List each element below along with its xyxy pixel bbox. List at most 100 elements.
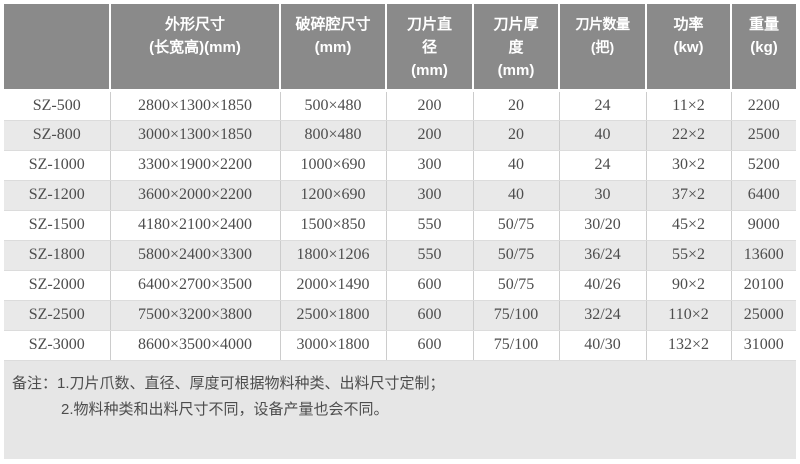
cell-chamber: 1500×850: [280, 210, 387, 241]
cell-blade-diameter: 550: [386, 240, 474, 271]
cell-weight: 20100: [731, 270, 796, 301]
cell-power: 22×2: [646, 120, 732, 151]
table-row: SZ-3000 8600×3500×4000 3000×1800 600 75/…: [4, 330, 796, 361]
cell-weight: 2200: [731, 90, 796, 121]
cell-dims: 3000×1300×1850: [110, 120, 281, 151]
table-row: SZ-1000 3300×1900×2200 1000×690 300 40 2…: [4, 150, 796, 181]
cell-blade-thickness: 50/75: [473, 240, 560, 271]
table-header-row: 外形尺寸 (长宽高)(mm) 破碎腔尺寸 (mm) 刀片直径 (mm) 刀片厚度…: [4, 4, 796, 92]
col-header-blade-thickness-unit: (mm): [497, 62, 535, 79]
cell-power: 90×2: [646, 270, 732, 301]
col-header-weight-unit: (kg): [750, 39, 778, 56]
table-row: SZ-2500 7500×3200×3800 2500×1800 600 75/…: [4, 300, 796, 331]
cell-blade-thickness: 40: [473, 180, 560, 211]
col-header-blade-count-unit: (把): [590, 39, 615, 55]
cell-blade-diameter: 300: [386, 180, 474, 211]
cell-model: SZ-1500: [4, 210, 111, 241]
cell-dims: 3300×1900×2200: [110, 150, 281, 181]
cell-power: 110×2: [646, 300, 732, 331]
col-header-power: 功率 (kw): [646, 4, 732, 92]
table-row: SZ-1800 5800×2400×3300 1800×1206 550 50/…: [4, 240, 796, 271]
cell-chamber: 2500×1800: [280, 300, 387, 331]
cell-dims: 2800×1300×1850: [110, 90, 281, 121]
col-header-chamber-label: 破碎腔尺寸: [295, 16, 371, 33]
cell-chamber: 500×480: [280, 90, 387, 121]
cell-dims: 5800×2400×3300: [110, 240, 281, 271]
cell-blade-thickness: 75/100: [473, 300, 560, 331]
cell-power: 11×2: [646, 90, 732, 121]
cell-blade-thickness: 75/100: [473, 330, 560, 361]
col-header-power-label: 功率: [673, 16, 704, 33]
cell-power: 45×2: [646, 210, 732, 241]
cell-blade-thickness: 40: [473, 150, 560, 181]
cell-model: SZ-500: [4, 90, 111, 121]
cell-blade-thickness: 20: [473, 120, 560, 151]
cell-blade-thickness: 50/75: [473, 270, 560, 301]
cell-blade-count: 24: [559, 150, 647, 181]
col-header-power-unit: (kw): [673, 39, 704, 56]
col-header-blade-diameter-label: 刀片直径: [406, 16, 452, 56]
col-header-dims-unit: (长宽高)(mm): [149, 39, 241, 56]
cell-blade-diameter: 600: [386, 330, 474, 361]
table-row: SZ-1200 3600×2000×2200 1200×690 300 40 3…: [4, 180, 796, 211]
cell-blade-count: 36/24: [559, 240, 647, 271]
cell-blade-count: 40: [559, 120, 647, 151]
cell-chamber: 1000×690: [280, 150, 387, 181]
col-header-weight: 重量 (kg): [731, 4, 796, 92]
spec-table: 外形尺寸 (长宽高)(mm) 破碎腔尺寸 (mm) 刀片直径 (mm) 刀片厚度…: [4, 4, 796, 361]
col-header-model: [4, 4, 111, 92]
cell-weight: 2500: [731, 120, 796, 151]
table-row: SZ-1500 4180×2100×2400 1500×850 550 50/7…: [4, 210, 796, 241]
cell-blade-diameter: 300: [386, 150, 474, 181]
cell-weight: 9000: [731, 210, 796, 241]
cell-weight: 13600: [731, 240, 796, 271]
cell-blade-diameter: 600: [386, 300, 474, 331]
col-header-blade-count-label: 刀片数量: [575, 16, 631, 32]
cell-blade-count: 32/24: [559, 300, 647, 331]
cell-power: 37×2: [646, 180, 732, 211]
cell-blade-thickness: 20: [473, 90, 560, 121]
cell-model: SZ-2500: [4, 300, 111, 331]
cell-dims: 3600×2000×2200: [110, 180, 281, 211]
col-header-dims: 外形尺寸 (长宽高)(mm): [110, 4, 281, 92]
cell-chamber: 1800×1206: [280, 240, 387, 271]
cell-weight: 25000: [731, 300, 796, 331]
col-header-blade-thickness: 刀片厚度 (mm): [473, 4, 560, 92]
col-header-weight-label: 重量: [748, 16, 779, 33]
col-header-blade-thickness-label: 刀片厚度: [493, 16, 539, 56]
cell-blade-diameter: 200: [386, 120, 474, 151]
cell-chamber: 800×480: [280, 120, 387, 151]
notes: 备注：1.刀片爪数、直径、厚度可根据物料种类、出料尺寸定制； 2.物料种类和出料…: [4, 360, 796, 459]
cell-model: SZ-1200: [4, 180, 111, 211]
cell-model: SZ-2000: [4, 270, 111, 301]
col-header-blade-diameter-unit: (mm): [411, 62, 448, 79]
cell-blade-thickness: 50/75: [473, 210, 560, 241]
cell-dims: 4180×2100×2400: [110, 210, 281, 241]
cell-blade-diameter: 550: [386, 210, 474, 241]
cell-chamber: 2000×1490: [280, 270, 387, 301]
col-header-chamber-unit: (mm): [314, 39, 352, 56]
cell-power: 30×2: [646, 150, 732, 181]
cell-weight: 5200: [731, 150, 796, 181]
cell-dims: 6400×2700×3500: [110, 270, 281, 301]
table-row: SZ-800 3000×1300×1850 800×480 200 20 40 …: [4, 120, 796, 151]
table-row: SZ-500 2800×1300×1850 500×480 200 20 24 …: [4, 90, 796, 121]
cell-blade-diameter: 200: [386, 90, 474, 121]
cell-dims: 8600×3500×4000: [110, 330, 281, 361]
cell-blade-diameter: 600: [386, 270, 474, 301]
cell-power: 132×2: [646, 330, 732, 361]
cell-model: SZ-1800: [4, 240, 111, 271]
cell-blade-count: 40/30: [559, 330, 647, 361]
col-header-chamber: 破碎腔尺寸 (mm): [280, 4, 387, 92]
cell-model: SZ-800: [4, 120, 111, 151]
note-line-2: 2.物料种类和出料尺寸不同，设备产量也会不同。: [61, 400, 389, 418]
cell-blade-count: 30: [559, 180, 647, 211]
note-line-1: 备注：1.刀片爪数、直径、厚度可根据物料种类、出料尺寸定制；: [12, 374, 445, 392]
cell-weight: 6400: [731, 180, 796, 211]
table-row: SZ-2000 6400×2700×3500 2000×1490 600 50/…: [4, 270, 796, 301]
col-header-dims-label: 外形尺寸: [164, 16, 225, 33]
col-header-blade-count: 刀片数量 (把): [559, 4, 647, 92]
cell-weight: 31000: [731, 330, 796, 361]
cell-power: 55×2: [646, 240, 732, 271]
